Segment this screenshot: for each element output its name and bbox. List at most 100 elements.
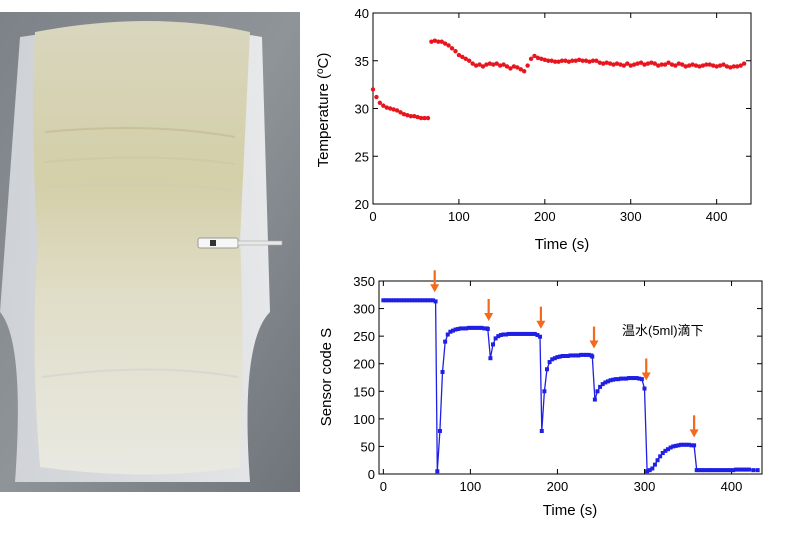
- sensor-point: [466, 325, 471, 330]
- sensor-y-tick-label: 0: [368, 467, 375, 482]
- temperature-point: [741, 61, 747, 66]
- sensor-point: [613, 377, 618, 382]
- sensor-y-tick-label: 200: [353, 357, 375, 372]
- sensor-point: [552, 356, 557, 361]
- temperature-point: [711, 63, 716, 68]
- temperature-point: [470, 61, 475, 66]
- sensor-point: [733, 467, 738, 472]
- temperature-point: [418, 115, 424, 121]
- temperature-point: [552, 59, 558, 64]
- sensor-point: [741, 467, 746, 472]
- sensor-point: [445, 332, 450, 337]
- sensor-point: [560, 353, 565, 358]
- sensor-point: [410, 298, 415, 303]
- temperature-point: [422, 115, 427, 121]
- degree-symbol: o: [315, 68, 326, 74]
- sensor-point: [650, 466, 655, 471]
- sensor-point: [584, 352, 589, 357]
- sensor-point: [430, 298, 435, 303]
- sensor-point: [744, 467, 749, 472]
- temperature-point: [673, 63, 678, 68]
- sensor-point: [383, 298, 388, 303]
- sensor-point: [723, 468, 728, 473]
- temperature-point: [436, 39, 441, 44]
- sensor-point: [425, 298, 430, 303]
- temperature-y-tick-label: 25: [355, 149, 369, 164]
- sensor-point: [710, 468, 715, 473]
- sensor-point: [509, 331, 514, 336]
- temperature-point: [656, 63, 661, 68]
- temperature-point: [467, 58, 472, 63]
- sensor-point: [420, 298, 425, 303]
- temperature-point: [522, 69, 527, 74]
- temperature-point: [631, 62, 637, 67]
- sensor-y-tick-label: 100: [353, 412, 375, 427]
- sensor-point: [655, 458, 660, 463]
- temperature-point: [460, 54, 465, 60]
- sensor-point: [621, 376, 626, 381]
- sensor-point: [488, 356, 493, 361]
- sensor-x-tick-label: 300: [634, 479, 656, 494]
- sensor-point: [681, 442, 686, 447]
- temperature-point: [494, 61, 499, 66]
- temperature-point: [700, 63, 706, 68]
- sensor-point: [485, 326, 490, 331]
- sensor-point: [479, 325, 484, 330]
- sensor-point: [448, 329, 453, 334]
- temperature-point: [504, 64, 510, 69]
- sensor-point: [731, 468, 736, 473]
- sensor-y-tick-label: 350: [353, 274, 375, 289]
- sensor-point: [568, 353, 573, 358]
- sensor-point: [542, 389, 547, 394]
- sensor-point: [538, 334, 543, 339]
- sensor-point: [637, 376, 642, 381]
- sensor-point: [522, 331, 527, 336]
- sensor-point: [712, 468, 717, 473]
- sensor-point: [386, 298, 391, 303]
- sensor-point: [679, 442, 684, 447]
- temperature-point: [401, 112, 407, 117]
- temperature-point: [731, 64, 737, 69]
- sensor-point: [517, 331, 522, 336]
- temperature-point: [473, 63, 479, 68]
- sensor-point: [578, 352, 583, 357]
- temperature-point: [374, 94, 379, 100]
- temperature-point: [429, 39, 434, 44]
- sensor-point: [458, 326, 463, 331]
- sensor-point: [668, 445, 673, 450]
- sensor-point: [671, 444, 676, 449]
- temperature-x-tick-label: 400: [706, 209, 728, 224]
- sensor-point: [477, 325, 482, 330]
- sensor-point: [399, 298, 404, 303]
- sensor-point: [435, 469, 440, 474]
- sensor-plot-frame: [378, 280, 763, 475]
- temperature-point: [601, 61, 606, 66]
- sensor-point: [404, 298, 409, 303]
- sensor-point: [565, 353, 570, 358]
- sensor-point: [471, 325, 476, 330]
- drop-arrow-head: [689, 429, 699, 438]
- temperature-point: [707, 62, 712, 67]
- sensor-point: [676, 443, 681, 448]
- temperature-point: [680, 62, 685, 67]
- temperature-point: [735, 64, 740, 69]
- temperature-point: [449, 46, 455, 51]
- temperature-y-tick-label: 30: [355, 102, 369, 117]
- sensor-point: [694, 468, 699, 473]
- sensor-point: [751, 468, 756, 473]
- temperature-point: [497, 63, 503, 68]
- sensor-point: [461, 326, 466, 331]
- sensor-point: [647, 468, 652, 473]
- sensor-y-tick-label: 300: [353, 302, 375, 317]
- temperature-point: [580, 58, 585, 63]
- temperature-point: [542, 57, 548, 62]
- diaper-photo: [0, 12, 300, 492]
- sensor-point: [718, 468, 723, 473]
- temperature-point: [587, 59, 592, 64]
- temperature-point: [652, 61, 657, 66]
- sensor-point: [726, 468, 731, 473]
- temperature-point: [384, 105, 389, 110]
- temperature-point: [480, 64, 486, 69]
- sensor-point: [673, 443, 678, 448]
- temperature-point: [432, 38, 438, 43]
